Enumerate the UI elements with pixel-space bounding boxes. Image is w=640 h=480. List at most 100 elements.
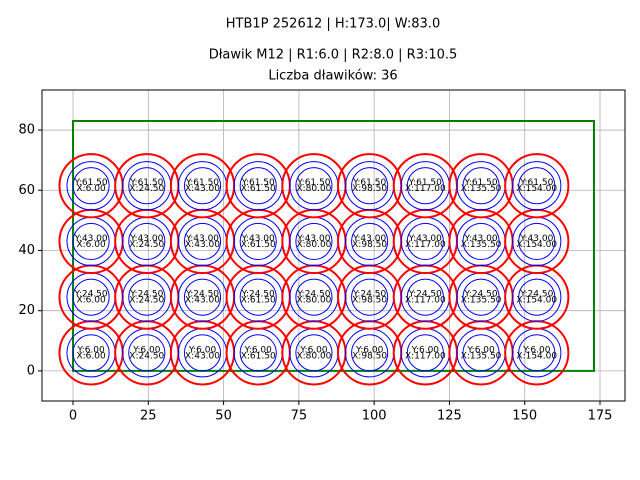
circle xyxy=(406,334,444,372)
point-label: X:6.00 xyxy=(76,296,106,306)
point-label: X:117.00 xyxy=(405,296,446,306)
point-label: X:24.50 xyxy=(129,351,164,361)
point-label: Y:24.50 xyxy=(74,290,108,300)
circle xyxy=(351,167,389,205)
point-label: X:98.50 xyxy=(352,296,387,306)
point-label: X:61.50 xyxy=(241,296,276,306)
circle xyxy=(239,334,277,372)
point-label: Y:6.00 xyxy=(76,345,105,355)
circle xyxy=(72,167,110,205)
point-label: Y:24.50 xyxy=(408,290,442,300)
point-label: X:43.00 xyxy=(185,296,220,306)
circle xyxy=(351,222,389,261)
circle xyxy=(295,167,333,205)
point-label: Y:61.50 xyxy=(408,178,442,188)
y-tick-label: 0 xyxy=(27,363,35,378)
circle xyxy=(406,222,444,261)
circle xyxy=(239,167,277,205)
circle xyxy=(72,222,110,261)
point-label: Y:24.50 xyxy=(129,290,163,300)
point-label: X:154.00 xyxy=(516,351,557,361)
title-line: Dławik M12 | R1:6.0 | R2:8.0 | R3:10.5 xyxy=(209,48,458,63)
y-tick-label: 60 xyxy=(18,183,35,198)
point-label: X:154.00 xyxy=(516,184,557,194)
circle xyxy=(183,334,222,372)
circle xyxy=(72,278,110,316)
point-label: Y:61.50 xyxy=(519,178,553,188)
point-label: Y:43.00 xyxy=(296,234,330,244)
point-label: Y:24.50 xyxy=(241,290,275,300)
point-label: X:43.00 xyxy=(185,184,220,194)
point-label: X:61.50 xyxy=(241,351,276,361)
circle xyxy=(518,222,556,261)
circle xyxy=(128,278,166,316)
point-label: Y:6.00 xyxy=(132,345,161,355)
plot-frame xyxy=(41,89,626,402)
point-label: X:24.50 xyxy=(129,240,164,250)
point-label: Y:61.50 xyxy=(296,178,330,188)
point-label: Y:43.00 xyxy=(519,234,553,244)
point-label: X:61.50 xyxy=(241,184,276,194)
outline-rect xyxy=(72,120,595,372)
point-label: Y:24.50 xyxy=(185,290,219,300)
point-label: X:117.00 xyxy=(405,240,446,250)
point-label: X:154.00 xyxy=(516,240,557,250)
point-label: Y:24.50 xyxy=(352,290,386,300)
point-label: Y:6.00 xyxy=(299,345,328,355)
circle xyxy=(462,334,500,372)
point-label: Y:61.50 xyxy=(129,178,163,188)
point-label: X:117.00 xyxy=(405,184,446,194)
circle xyxy=(512,161,562,211)
y-tick-label: 80 xyxy=(18,123,35,138)
circle xyxy=(518,334,556,372)
circle xyxy=(504,153,570,219)
circle xyxy=(518,167,556,205)
circle xyxy=(183,222,222,261)
circle xyxy=(518,278,556,316)
point-label: X:154.00 xyxy=(516,296,557,306)
circle xyxy=(128,222,166,261)
point-label: X:98.50 xyxy=(352,184,387,194)
circle xyxy=(462,167,500,205)
point-label: X:135.50 xyxy=(461,296,502,306)
x-tick-label: 25 xyxy=(140,409,157,424)
circle xyxy=(406,167,444,205)
circle xyxy=(183,278,222,316)
x-tick-label: 0 xyxy=(69,409,77,424)
point-label: Y:43.00 xyxy=(352,234,386,244)
circle xyxy=(295,222,333,261)
point-label: Y:61.50 xyxy=(185,178,219,188)
point-label: X:80.00 xyxy=(296,240,331,250)
point-label: X:43.00 xyxy=(185,351,220,361)
point-label: X:61.50 xyxy=(241,240,276,250)
point-label: Y:61.50 xyxy=(241,178,275,188)
point-label: Y:61.50 xyxy=(352,178,386,188)
circle xyxy=(239,222,277,261)
point-label: Y:61.50 xyxy=(464,178,498,188)
x-tick-label: 175 xyxy=(588,409,613,424)
point-label: X:135.50 xyxy=(461,240,502,250)
point-label: Y:43.00 xyxy=(129,234,163,244)
circle xyxy=(128,334,166,372)
circle xyxy=(239,278,277,316)
x-tick-label: 150 xyxy=(512,409,537,424)
circle xyxy=(295,334,333,372)
point-label: X:117.00 xyxy=(405,351,446,361)
point-label: X:43.00 xyxy=(185,240,220,250)
point-label: Y:24.50 xyxy=(464,290,498,300)
point-label: Y:43.00 xyxy=(241,234,275,244)
circle xyxy=(183,167,222,205)
point-label: Y:43.00 xyxy=(464,234,498,244)
point-label: X:80.00 xyxy=(296,184,331,194)
circle xyxy=(295,278,333,316)
point-label: X:24.50 xyxy=(129,296,164,306)
circle xyxy=(462,278,500,316)
point-label: X:80.00 xyxy=(296,351,331,361)
circle xyxy=(351,334,389,372)
point-label: X:80.00 xyxy=(296,296,331,306)
point-label: Y:43.00 xyxy=(408,234,442,244)
circle xyxy=(351,278,389,316)
point-label: Y:6.00 xyxy=(522,345,551,355)
point-label: Y:43.00 xyxy=(74,234,108,244)
